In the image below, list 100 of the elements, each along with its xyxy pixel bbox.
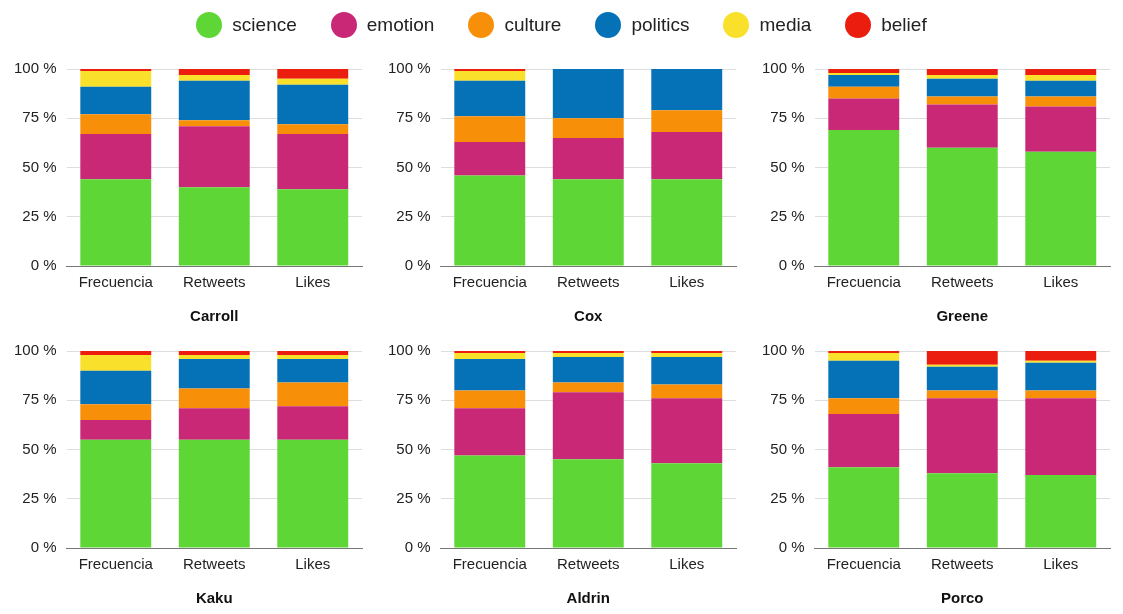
bar <box>828 352 900 361</box>
y-tick-label: 75 % <box>396 390 431 408</box>
y-tick-label: 100 % <box>13 59 57 77</box>
bar <box>277 354 349 359</box>
bar <box>552 356 624 383</box>
bar <box>828 414 900 468</box>
bar <box>651 356 723 385</box>
bar <box>926 74 998 79</box>
bar <box>1025 69 1097 75</box>
x-axis-title: Aldrin <box>566 589 610 607</box>
bar <box>552 137 624 180</box>
bar <box>651 463 723 548</box>
bar <box>277 382 349 407</box>
x-tick-label: Likes <box>1043 555 1079 573</box>
bar <box>454 455 526 548</box>
bar <box>454 70 526 81</box>
x-tick-label: Retweets <box>557 273 620 291</box>
bar <box>277 351 349 355</box>
bar <box>277 84 349 125</box>
y-tick-label: 75 % <box>396 108 431 126</box>
x-tick-label: Likes <box>295 273 331 291</box>
bar <box>454 175 526 266</box>
bar <box>1025 151 1097 266</box>
bar <box>80 354 152 371</box>
bar <box>277 78 349 85</box>
bar <box>828 467 900 548</box>
y-tick-label: 25 % <box>770 206 805 224</box>
y-tick-label: 75 % <box>770 108 805 126</box>
y-tick-label: 25 % <box>396 206 431 224</box>
bar <box>926 398 998 474</box>
bar <box>1025 362 1097 391</box>
bar <box>178 388 250 409</box>
y-tick-label: 100 % <box>387 341 431 359</box>
y-tick-label: 50 % <box>22 157 57 175</box>
legend-label: emotion <box>366 14 435 36</box>
bar <box>80 404 152 420</box>
bar <box>178 69 250 75</box>
x-tick-label: Frecuencia <box>78 273 154 291</box>
bar <box>178 74 250 81</box>
bar <box>277 439 349 548</box>
bar <box>454 408 526 456</box>
y-tick-label: 0 % <box>404 256 431 274</box>
bar <box>552 392 624 460</box>
bar <box>926 69 998 75</box>
bar <box>828 360 900 399</box>
bar <box>926 104 998 148</box>
bar <box>828 74 900 87</box>
bar <box>651 69 723 111</box>
bar <box>651 352 723 357</box>
bar <box>178 408 250 440</box>
bar <box>926 366 998 391</box>
bar <box>277 358 349 383</box>
x-axis-title: Cox <box>574 307 604 325</box>
x-tick-label: Retweets <box>183 555 246 573</box>
x-tick-label: Likes <box>669 273 705 291</box>
bar <box>1025 475 1097 548</box>
x-axis-title: Greene <box>936 307 989 325</box>
x-tick-label: Retweets <box>931 273 994 291</box>
y-tick-label: 0 % <box>404 538 431 556</box>
bar <box>552 69 624 119</box>
bar <box>277 124 349 135</box>
bar <box>552 118 624 138</box>
bar <box>178 351 250 355</box>
bar <box>277 189 349 266</box>
y-tick-label: 100 % <box>761 59 805 77</box>
x-axis-title: Kaku <box>195 589 233 607</box>
bar <box>454 116 526 142</box>
legend-label: media <box>759 14 812 36</box>
bar <box>80 351 152 355</box>
x-tick-label: Frecuencia <box>826 555 902 573</box>
legend-label: culture <box>504 14 562 36</box>
y-tick-label: 100 % <box>13 341 57 359</box>
bar <box>926 351 998 365</box>
y-tick-label: 0 % <box>30 256 57 274</box>
bar <box>80 439 152 548</box>
y-tick-label: 100 % <box>761 341 805 359</box>
bar <box>651 110 723 133</box>
bar <box>80 179 152 266</box>
y-tick-label: 0 % <box>30 538 57 556</box>
bar <box>1025 74 1097 81</box>
bar <box>80 70 152 87</box>
bar <box>277 134 349 190</box>
bar <box>651 398 723 464</box>
x-tick-label: Retweets <box>931 555 994 573</box>
x-axis-title: Carroll <box>190 307 239 325</box>
legend-label: politics <box>631 14 690 36</box>
bar <box>1025 106 1097 152</box>
bar <box>178 358 250 389</box>
y-tick-label: 0 % <box>778 538 805 556</box>
bar <box>277 406 349 440</box>
bar <box>178 120 250 127</box>
bar <box>552 352 624 357</box>
bar <box>80 134 152 180</box>
bar <box>1025 80 1097 97</box>
bar <box>828 398 900 415</box>
bar <box>454 390 526 409</box>
bar <box>80 86 152 115</box>
legend-label: belief <box>881 14 927 36</box>
bar <box>926 147 998 266</box>
y-tick-label: 25 % <box>770 488 805 506</box>
